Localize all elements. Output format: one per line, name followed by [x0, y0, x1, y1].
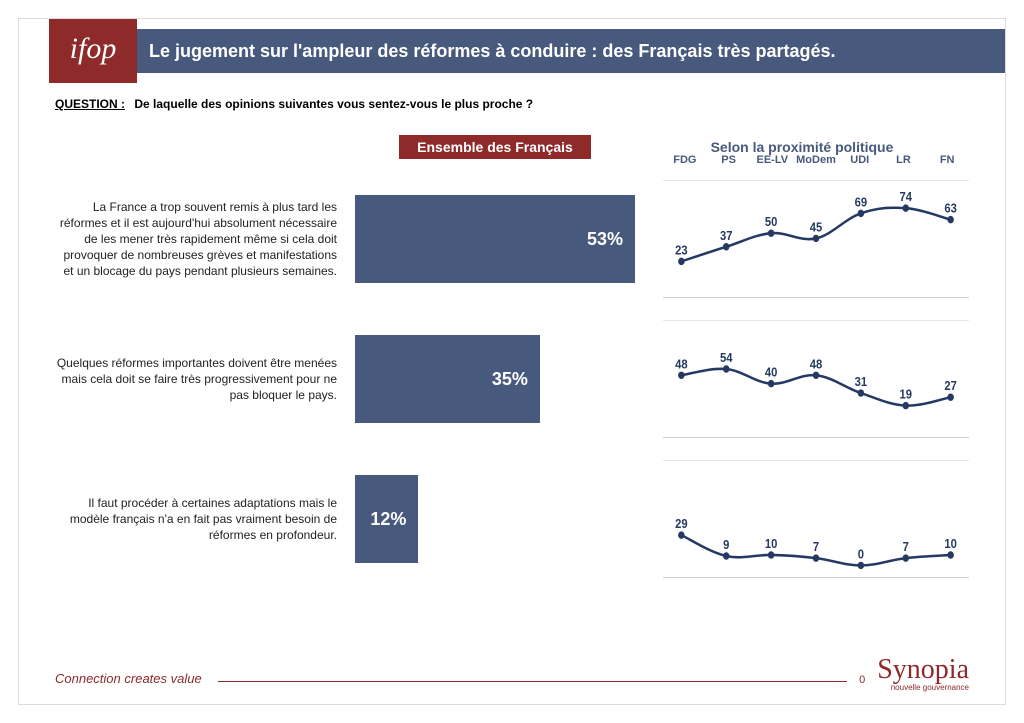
- chart-point-label: 54: [720, 350, 733, 365]
- chart-svg: 23 37 50 45 69 74 63: [663, 181, 969, 297]
- row-label: Quelques réformes importantes doivent êt…: [55, 355, 355, 404]
- synopia-brand: Synopia: [877, 659, 969, 681]
- chart-point-label: 45: [810, 220, 823, 235]
- chart-category-label: FN: [925, 154, 969, 166]
- chart-category-label: EE-LV: [750, 154, 794, 166]
- ensemble-pill: Ensemble des Français: [399, 135, 591, 159]
- chart-point: [902, 204, 909, 211]
- chart-point-label: 40: [765, 365, 778, 380]
- bar-cell: 53%: [355, 195, 635, 283]
- chart-point: [723, 365, 730, 372]
- chart-area: 48 54 40 48 31 19 27: [663, 320, 969, 438]
- chart-point: [902, 402, 909, 409]
- bar: 53%: [355, 195, 635, 283]
- chart-point-label: 0: [858, 547, 865, 562]
- chart-point: [947, 394, 954, 401]
- chart-point: [813, 372, 820, 379]
- ifop-logo-text: ifop: [70, 32, 117, 66]
- chart-point: [678, 258, 685, 265]
- chart-point: [678, 531, 685, 538]
- bar-cell: 35%: [355, 335, 635, 423]
- chart-point: [947, 551, 954, 558]
- chart-point: [813, 235, 820, 242]
- chart-point-label: 10: [765, 536, 778, 551]
- chart-point: [947, 216, 954, 223]
- proximity-header: Selon la proximité politique: [635, 139, 969, 155]
- chart-category-label: UDI: [838, 154, 882, 166]
- chart-point: [858, 389, 865, 396]
- chart-category-label: FDG: [663, 154, 707, 166]
- chart-point-label: 27: [944, 379, 957, 394]
- header-band: Le jugement sur l'ampleur des réformes à…: [49, 29, 1005, 73]
- chart-point-label: 9: [723, 537, 730, 552]
- chart-point: [858, 210, 865, 217]
- data-row: Quelques réformes importantes doivent êt…: [55, 309, 969, 449]
- chart-point-label: 31: [855, 374, 868, 389]
- question-text: De laquelle des opinions suivantes vous …: [134, 97, 533, 111]
- footer-tagline: Connection creates value: [55, 671, 202, 692]
- chart-point-label: 23: [675, 243, 688, 258]
- chart-svg: 29 9 10 7 0 7 10: [663, 461, 969, 577]
- chart-svg: 48 54 40 48 31 19 27: [663, 321, 969, 437]
- chart-point-label: 63: [944, 201, 957, 216]
- chart-point-label: 7: [903, 539, 910, 554]
- chart-point: [768, 380, 775, 387]
- bar: 35%: [355, 335, 540, 423]
- chart-point: [902, 554, 909, 561]
- question-label: QUESTION :: [55, 97, 125, 111]
- chart-point-label: 48: [810, 357, 823, 372]
- row-label: Il faut procéder à certaines adaptations…: [55, 495, 355, 544]
- chart-point: [768, 551, 775, 558]
- synopia-logo: Synopia nouvelle gouvernance: [877, 659, 969, 692]
- chart-point: [723, 552, 730, 559]
- chart-point-label: 7: [813, 539, 820, 554]
- chart-point: [678, 372, 685, 379]
- chart-point-label: 29: [675, 516, 688, 531]
- chart-point: [813, 554, 820, 561]
- chart-point-label: 74: [900, 190, 913, 205]
- footer-rule: [218, 681, 847, 682]
- chart-point-label: 50: [765, 215, 778, 230]
- line-chart: 48 54 40 48 31 19 27: [663, 320, 969, 438]
- chart-categories: FDGPSEE-LVMoDemUDILRFN: [663, 154, 969, 166]
- line-chart: 29 9 10 7 0 7 10: [663, 460, 969, 578]
- content-area: Ensemble des Français Selon la proximité…: [55, 129, 969, 648]
- chart-point: [768, 229, 775, 236]
- ensemble-header: Ensemble des Français: [355, 135, 635, 159]
- page-title: Le jugement sur l'ampleur des réformes à…: [149, 41, 836, 62]
- rows-container: La France a trop souvent remis à plus ta…: [55, 169, 969, 589]
- bar-cell: 12%: [355, 475, 635, 563]
- footer-page-number: 0: [859, 674, 865, 686]
- question-line: QUESTION : De laquelle des opinions suiv…: [55, 97, 969, 111]
- chart-area: 29 9 10 7 0 7 10: [663, 460, 969, 578]
- footer: Connection creates value 0 Synopia nouve…: [55, 656, 969, 692]
- line-chart: FDGPSEE-LVMoDemUDILRFN23375045697463: [663, 180, 969, 298]
- ifop-logo: ifop: [49, 19, 137, 83]
- chart-area: 23 37 50 45 69 74 63: [663, 180, 969, 298]
- chart-point-label: 19: [900, 387, 913, 402]
- data-row: Il faut procéder à certaines adaptations…: [55, 449, 969, 589]
- page-border: Le jugement sur l'ampleur des réformes à…: [18, 18, 1006, 705]
- row-label: La France a trop souvent remis à plus ta…: [55, 199, 355, 280]
- chart-point: [858, 562, 865, 569]
- chart-point-label: 69: [855, 195, 868, 210]
- chart-point-label: 10: [944, 536, 957, 551]
- chart-category-label: MoDem: [794, 154, 838, 166]
- chart-point: [723, 243, 730, 250]
- chart-point-label: 37: [720, 228, 733, 243]
- bar: 12%: [355, 475, 418, 563]
- data-row: La France a trop souvent remis à plus ta…: [55, 169, 969, 309]
- chart-category-label: PS: [707, 154, 751, 166]
- chart-category-label: LR: [882, 154, 926, 166]
- chart-point-label: 48: [675, 357, 688, 372]
- synopia-sub: nouvelle gouvernance: [877, 683, 969, 692]
